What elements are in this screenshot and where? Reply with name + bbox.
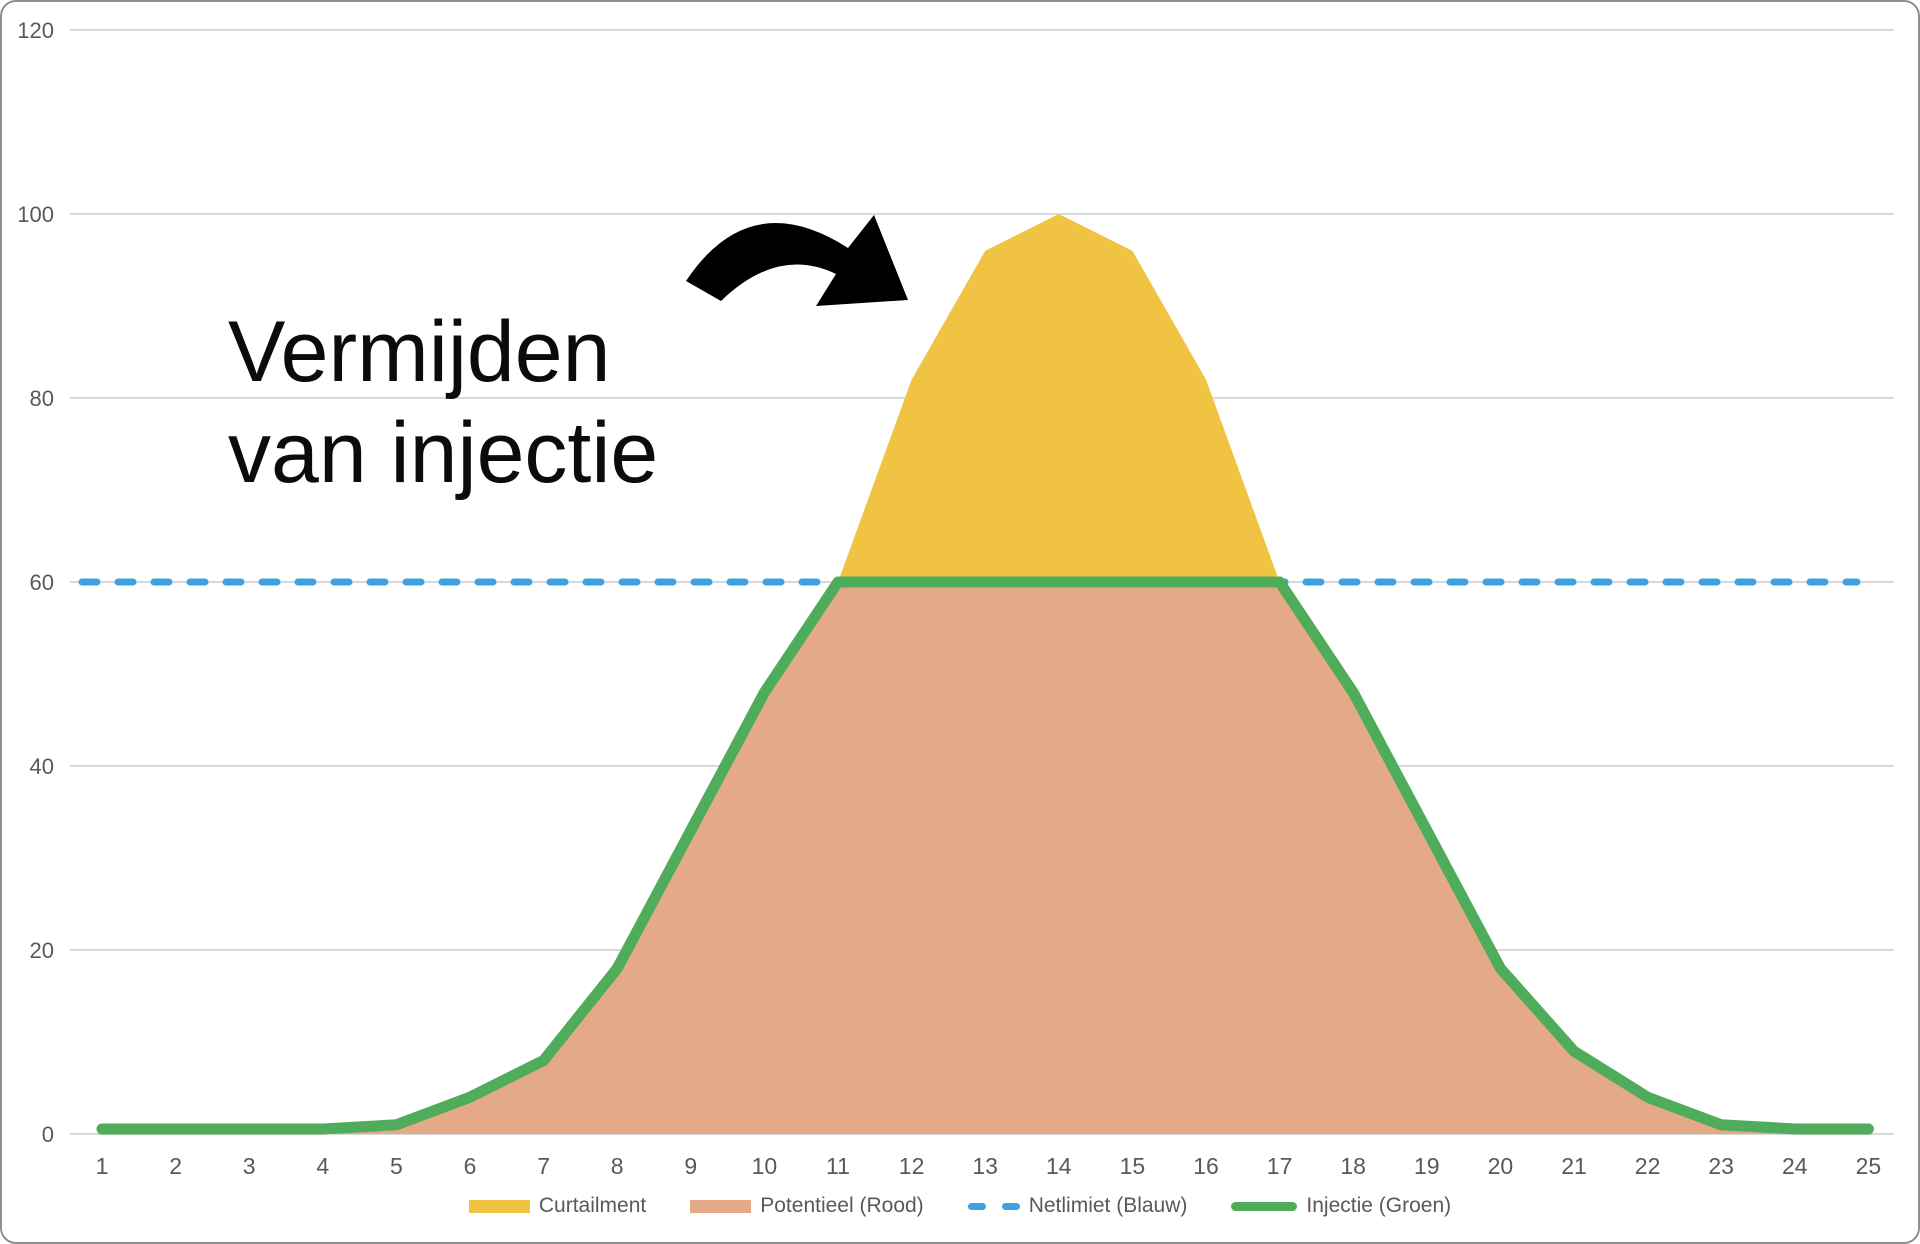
x-axis-label-17: 17	[1267, 1153, 1293, 1179]
x-axis-label-19: 19	[1414, 1153, 1440, 1179]
potentieel-area	[102, 582, 1869, 1134]
injectie-line	[96, 576, 1874, 1135]
x-axis-label-11: 11	[826, 1153, 850, 1179]
legend-item-netlimiet-blauw-: Netlimiet (Blauw)	[967, 1194, 1188, 1218]
curtailment-area	[838, 214, 1280, 582]
x-axis-label-25: 25	[1856, 1153, 1882, 1179]
x-axis-label-1: 1	[96, 1153, 109, 1179]
x-axis-label-5: 5	[390, 1153, 403, 1179]
x-axis-label-16: 16	[1193, 1153, 1219, 1179]
y-axis-label-80: 80	[30, 386, 54, 411]
x-axis-label-12: 12	[899, 1153, 925, 1179]
x-axis-label-15: 15	[1120, 1153, 1146, 1179]
y-axis-label-100: 100	[17, 202, 54, 227]
y-axis-label-20: 20	[30, 938, 54, 963]
legend-dash-icon	[967, 1202, 986, 1210]
legend-swatch-icon	[1231, 1201, 1298, 1211]
legend-swatch-icon	[468, 1199, 530, 1213]
legend-label: Injectie (Groen)	[1306, 1194, 1452, 1217]
chart-legend: Curtailment Potentieel (Rood) Netlimiet (B…	[2, 1188, 1918, 1224]
legend-dash-icon	[1001, 1202, 1020, 1210]
x-axis-label-6: 6	[464, 1153, 477, 1179]
x-axis-label-23: 23	[1708, 1153, 1734, 1179]
x-axis-label-22: 22	[1635, 1153, 1661, 1179]
x-axis-label-24: 24	[1782, 1153, 1808, 1179]
x-axis-label-2: 2	[169, 1153, 182, 1179]
x-axis-label-4: 4	[316, 1153, 329, 1179]
y-axis-label-60: 60	[30, 570, 54, 595]
y-axis-label-120: 120	[17, 18, 54, 43]
x-axis-label-7: 7	[537, 1153, 550, 1179]
x-axis-label-18: 18	[1340, 1153, 1366, 1179]
x-axis-label-8: 8	[611, 1153, 624, 1179]
annotation-line-2: van injectie	[228, 405, 659, 501]
y-axis-label-40: 40	[30, 754, 54, 779]
legend-label: Netlimiet (Blauw)	[1028, 1194, 1188, 1217]
y-axis-label-0: 0	[42, 1122, 54, 1147]
legend-swatch-icon	[967, 1202, 1020, 1210]
legend-item-potentieel-rood-: Potentieel (Rood)	[690, 1194, 924, 1218]
legend-label: Curtailment	[538, 1194, 647, 1217]
legend-item-curtailment: Curtailment	[468, 1194, 647, 1218]
legend-swatch-icon	[690, 1199, 752, 1213]
x-axis-label-10: 10	[752, 1153, 778, 1179]
x-axis-label-21: 21	[1561, 1153, 1587, 1179]
x-axis-label-13: 13	[972, 1153, 998, 1179]
legend-item-injectie-groen-: Injectie (Groen)	[1231, 1194, 1451, 1218]
x-axis-label-9: 9	[684, 1153, 697, 1179]
annotation-line-1: Vermijden	[228, 304, 611, 400]
x-axis-label-3: 3	[243, 1153, 256, 1179]
x-axis-label-14: 14	[1046, 1153, 1072, 1179]
legend-label: Potentieel (Rood)	[760, 1194, 924, 1217]
x-axis-label-20: 20	[1488, 1153, 1514, 1179]
annotation-text: Vermijden van injectie	[228, 302, 658, 504]
